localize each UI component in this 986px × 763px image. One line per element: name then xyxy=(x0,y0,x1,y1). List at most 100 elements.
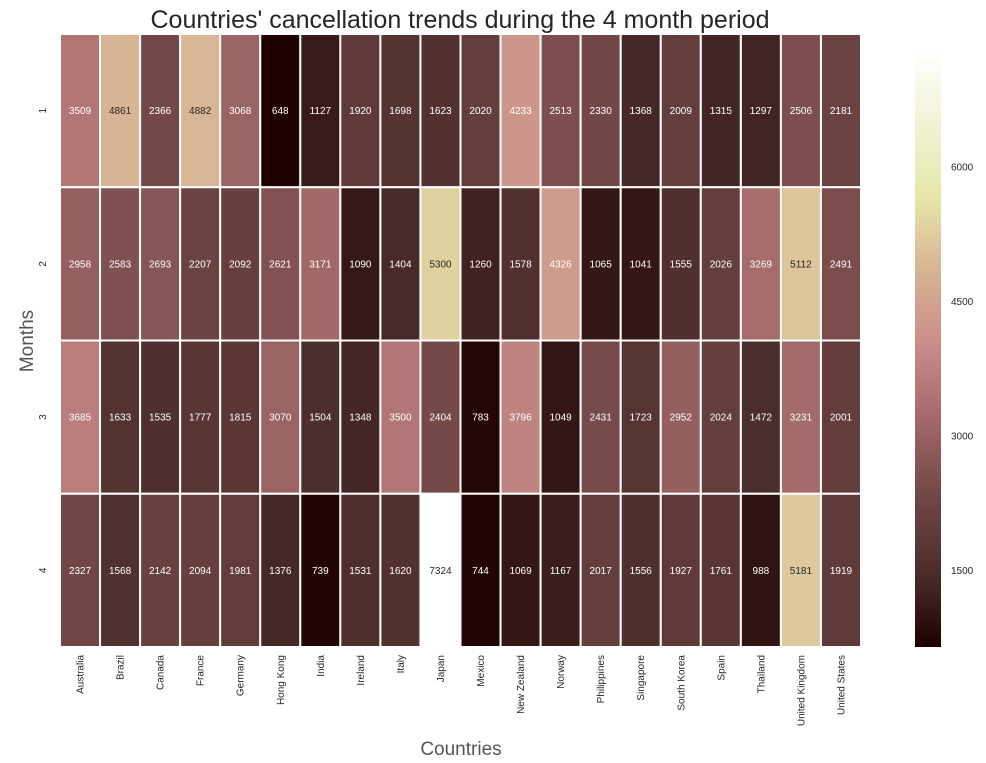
cell-value-label: 1404 xyxy=(389,259,412,270)
cell-value-label: 783 xyxy=(472,413,489,424)
heatmap-cell xyxy=(179,492,222,648)
x-tick-label: New Zealand xyxy=(516,655,527,714)
heatmap-cell xyxy=(699,33,742,189)
heatmap-cell xyxy=(539,339,582,495)
x-tick-label: India xyxy=(316,655,327,677)
cell-value-label: 2431 xyxy=(590,413,613,424)
heatmap-cell xyxy=(459,186,502,342)
cell-value-label: 2092 xyxy=(229,259,252,270)
heatmap-cells: 3509 4861 2366 4882 3068 648 1127 1920 1698 1623 2… xyxy=(59,33,863,648)
cell-value-label: 3796 xyxy=(509,413,532,424)
heatmap-cell xyxy=(659,186,702,342)
x-tick-label: Mexico xyxy=(476,655,487,687)
cell-value-label: 2491 xyxy=(830,259,853,270)
cell-value-label: 988 xyxy=(753,566,770,577)
cell-value-label: 4326 xyxy=(550,259,573,270)
cell-value-label: 3269 xyxy=(750,259,773,270)
x-tick-label: Australia xyxy=(76,655,87,694)
cell-value-label: 2366 xyxy=(149,106,172,117)
cell-value-label: 1348 xyxy=(349,413,372,424)
heatmap-cell xyxy=(659,33,702,189)
cell-value-label: 2024 xyxy=(710,413,733,424)
colorbar-tick-label: 1500 xyxy=(951,566,974,577)
heatmap-cell xyxy=(579,33,622,189)
x-tick-label: Brazil xyxy=(116,655,127,680)
heatmap-cell xyxy=(779,33,822,189)
cell-value-label: 1555 xyxy=(670,259,693,270)
cell-value-label: 5112 xyxy=(790,259,812,270)
heatmap-cell xyxy=(139,186,182,342)
cell-value-label: 4233 xyxy=(509,106,532,117)
heatmap-cell xyxy=(99,339,142,495)
heatmap-cell xyxy=(619,492,662,648)
x-tick-label: Hong Kong xyxy=(276,655,287,705)
heatmap-cell xyxy=(59,492,102,648)
x-tick-label: Ireland xyxy=(356,655,367,686)
cell-value-label: 3500 xyxy=(389,413,412,424)
colorbar-tick-label: 4500 xyxy=(951,297,974,308)
cell-value-label: 1578 xyxy=(509,259,532,270)
heatmap-cell xyxy=(379,339,422,495)
y-tick-labels: 1 2 3 4 xyxy=(38,107,49,573)
heatmap-cell xyxy=(259,339,302,495)
cell-value-label: 3070 xyxy=(269,413,292,424)
heatmap-cell xyxy=(259,33,302,189)
colorbar-tick-label: 3000 xyxy=(951,431,974,442)
heatmap-cell xyxy=(459,339,502,495)
cell-value-label: 2020 xyxy=(469,106,492,117)
cell-value-label: 1927 xyxy=(670,566,693,577)
heatmap-cell xyxy=(379,186,422,342)
x-tick-label: Italy xyxy=(396,655,407,673)
cell-value-label: 3171 xyxy=(309,259,332,270)
cell-value-label: 1623 xyxy=(429,106,452,117)
cell-value-label: 2621 xyxy=(269,259,292,270)
heatmap-cell xyxy=(819,33,863,189)
heatmap-cell xyxy=(339,339,382,495)
cell-value-label: 2017 xyxy=(590,566,613,577)
x-tick-label: Japan xyxy=(436,655,447,682)
cell-value-label: 2327 xyxy=(69,566,92,577)
heatmap-cell xyxy=(299,339,342,495)
x-tick-label: Germany xyxy=(236,655,247,696)
x-tick-label: Singapore xyxy=(636,655,647,701)
heatmap-cell xyxy=(419,339,462,495)
x-tick-label: Spain xyxy=(716,655,727,681)
cell-value-label: 2181 xyxy=(830,106,853,117)
cell-value-label: 1376 xyxy=(269,566,292,577)
cell-value-label: 3685 xyxy=(69,413,92,424)
heatmap-cell xyxy=(339,33,382,189)
heatmap-cell xyxy=(339,492,382,648)
cell-value-label: 1260 xyxy=(469,259,492,270)
heatmap-cell xyxy=(499,33,542,189)
x-tick-label: Philippines xyxy=(596,655,607,703)
cell-value-label: 5300 xyxy=(429,259,452,270)
y-tick-label: 2 xyxy=(38,261,49,267)
x-tick-label: France xyxy=(196,655,207,687)
cell-value-label: 7324 xyxy=(429,566,452,577)
cell-value-label: 3231 xyxy=(790,413,813,424)
x-axis-label: Countries xyxy=(420,739,501,760)
x-tick-label: United States xyxy=(836,655,847,715)
cell-value-label: 1556 xyxy=(630,566,653,577)
cell-value-label: 1981 xyxy=(229,566,252,577)
heatmap-cell xyxy=(299,186,342,342)
heatmap-cell xyxy=(659,492,702,648)
x-tick-labels: Australia Brazil Canada France Germany Hong K… xyxy=(76,655,848,727)
heatmap-cell xyxy=(259,492,302,648)
cell-value-label: 1315 xyxy=(710,106,733,117)
y-tick-label: 1 xyxy=(38,107,49,113)
cell-value-label: 1167 xyxy=(550,566,572,577)
chart-title: Countries' cancellation trends during th… xyxy=(150,6,769,34)
cell-value-label: 744 xyxy=(472,566,489,577)
cell-value-label: 1065 xyxy=(590,259,613,270)
cell-value-label: 2207 xyxy=(189,259,212,270)
heatmap-cell xyxy=(819,492,863,648)
heatmap-cell xyxy=(59,33,102,189)
colorbar-ticks: 1500 3000 4500 6000 xyxy=(951,162,974,577)
cell-value-label: 1535 xyxy=(149,413,172,424)
heatmap-cell xyxy=(299,492,342,648)
cell-value-label: 1049 xyxy=(550,413,573,424)
cell-value-label: 1568 xyxy=(109,566,132,577)
cell-value-label: 1297 xyxy=(750,106,773,117)
